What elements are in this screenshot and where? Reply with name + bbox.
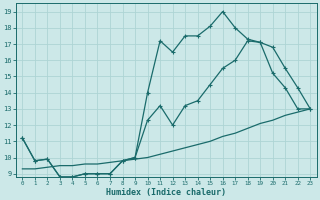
X-axis label: Humidex (Indice chaleur): Humidex (Indice chaleur) <box>106 188 226 197</box>
